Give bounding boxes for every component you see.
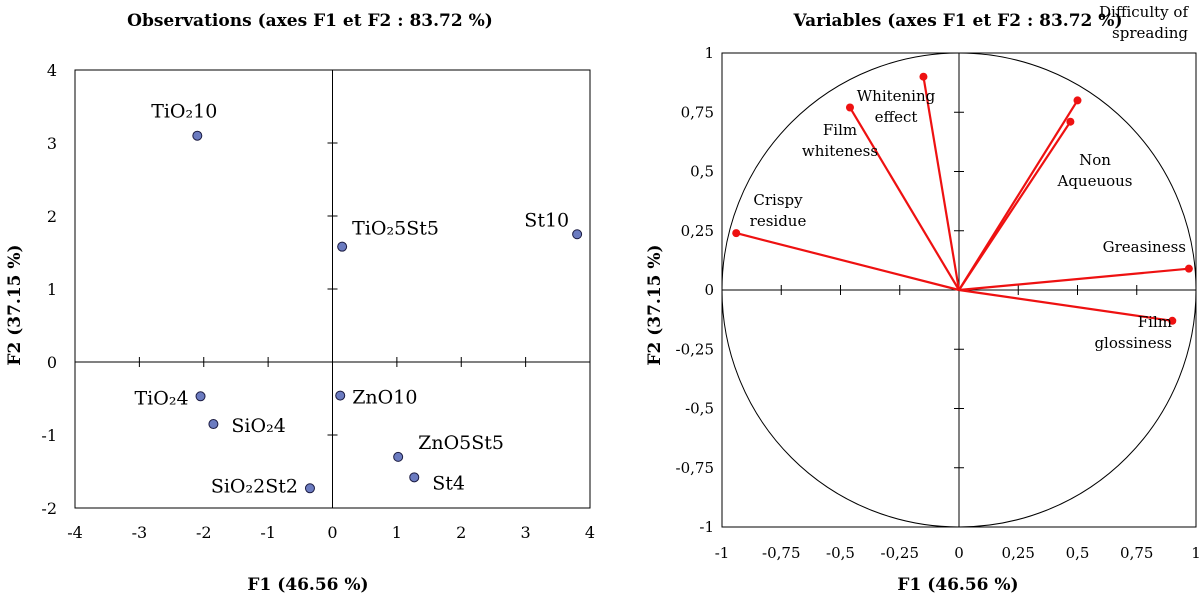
observations-x-tick-label: 4 [585,523,595,542]
observations-y-axis-title: F2 (37.15 %) [5,244,25,365]
variable-vector [958,288,1173,322]
variables-y-tick-label: -0,5 [685,400,714,418]
variables-vectors: Difficulty of spreading Non Aqueuous Whiteni… [732,3,1193,352]
observations-ticks: -4 -3 -2 -1 0 1 2 3 4 -2 -1 0 1 2 3 4 [41,61,595,542]
variable-label: Film whiteness [802,121,878,160]
observation-point-label: St4 [432,472,465,494]
observation-point-label: TiO₂4 [135,387,189,409]
variable-label: Film glossiness [1094,313,1172,352]
observations-points: TiO₂10 TiO₂5St5 St10 TiO₂4 SiO₂4 ZnO10 ZnO5St5… [135,101,583,497]
variables-ticks: -1 -0,75 -0,5 -0,25 0 0,25 0,5 0,75 1 -1 -0,75 -0,5… [676,44,1201,562]
variables-x-tick-label: -1 [715,544,730,562]
variables-y-tick-label: -0,25 [676,340,714,358]
variables-x-tick-label: -0,5 [826,544,855,562]
observations-x-tick-label: 3 [521,523,531,542]
observations-y-tick-label: -1 [41,426,57,445]
variables-y-tick-label: 0,25 [681,222,714,240]
variable-vector-tip [1066,117,1075,126]
variables-y-tick-label: 0 [704,281,714,299]
observation-point-label: SiO₂4 [231,415,285,437]
observations-y-tick-label: 2 [47,207,57,226]
variables-y-tick-label: 0,75 [681,103,714,121]
variables-x-tick-label: -0,75 [762,544,800,562]
variable-vector [958,121,1072,291]
variables-x-tick-label: 0 [954,544,964,562]
observations-y-tick-label: 4 [47,61,57,80]
variable-label: Non Aqueuous [1056,151,1132,190]
observation-point-label: ZnO10 [352,387,417,409]
variables-x-tick-label: -0,25 [881,544,919,562]
observations-y-tick-label: 1 [47,280,57,299]
observation-point [572,229,583,240]
observations-y-tick-label: -2 [41,499,57,518]
observation-point-label: St10 [524,209,569,231]
observations-x-tick-label: 0 [327,523,337,542]
variable-vector [958,267,1189,292]
observation-point [335,390,346,401]
variables-y-tick-label: 0,5 [690,163,714,181]
observations-x-tick-label: 2 [456,523,466,542]
observations-y-tick-label: 0 [47,353,57,372]
variable-label: Crispy residue [750,191,807,230]
variable-vector [735,232,960,292]
variable-vector-tip [845,103,854,112]
variable-label: Difficulty of spreading [1099,3,1189,42]
variable-label: Greasiness [1103,238,1186,256]
variables-y-tick-label: 1 [704,44,714,62]
observations-x-tick-label: -3 [132,523,148,542]
observation-point [393,451,404,462]
variable-vector-tip [732,229,741,238]
variable-vector-tip [1168,316,1177,325]
variables-panel: Variables (axes F1 et F2 : 83.72 %) F1 (… [645,3,1201,595]
observation-point [304,483,315,494]
variables-x-tick-label: 1 [1191,544,1201,562]
observation-point [409,472,420,483]
observations-title: Observations (axes F1 et F2 : 83.72 %) [127,11,493,31]
variable-label: Whitening effect [857,87,936,126]
observations-x-tick-label: -2 [196,523,212,542]
variables-y-tick-label: -1 [699,518,714,536]
observation-point [337,241,348,252]
variables-x-tick-label: 0,5 [1066,544,1090,562]
observations-panel: Observations (axes F1 et F2 : 83.72 %) F… [5,11,595,595]
observations-x-tick-label: 1 [392,523,402,542]
variable-vector-tip [919,72,928,81]
observations-y-tick-label: 3 [47,134,57,153]
observation-point-label: TiO₂5St5 [352,218,439,240]
observation-point-label: ZnO5St5 [418,432,504,454]
variables-y-axis-title: F2 (37.15 %) [645,244,665,365]
observations-x-tick-label: -4 [67,523,83,542]
variable-vector-tip [1184,264,1193,273]
variables-x-axis-title: F1 (46.56 %) [897,575,1018,595]
observations-x-axis-title: F1 (46.56 %) [247,575,368,595]
observation-point-label: SiO₂2St2 [211,475,298,497]
variables-x-tick-label: 0,25 [1002,544,1035,562]
variables-x-tick-label: 0,75 [1120,544,1153,562]
variable-vector [922,76,961,291]
variable-vector-tip [1073,96,1082,105]
observation-point-label: TiO₂10 [151,101,217,123]
variable-vector [849,106,960,291]
variables-title: Variables (axes F1 et F2 : 83.72 %) [793,11,1123,31]
observations-x-tick-label: -1 [260,523,276,542]
variables-y-tick-label: -0,75 [676,459,714,477]
observation-point [192,130,203,141]
observation-point [195,391,206,402]
observation-point [208,419,219,430]
